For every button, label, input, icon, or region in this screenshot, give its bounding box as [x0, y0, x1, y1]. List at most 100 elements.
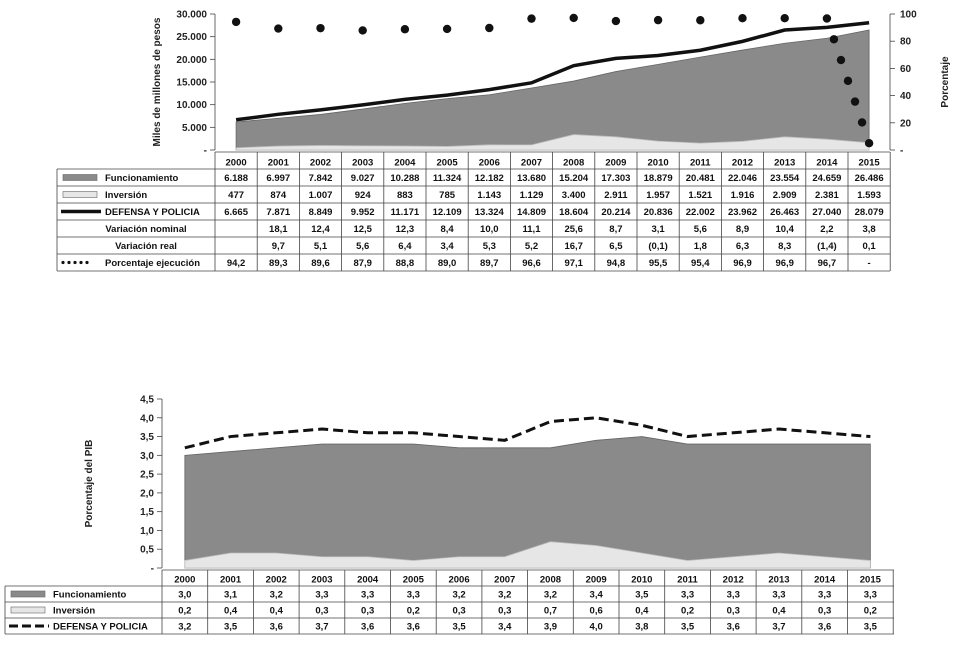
point-porcentaje-ejecucion [864, 139, 874, 148]
data-label: 3,9 [544, 622, 557, 633]
x-tick-label: 2005 [403, 575, 425, 586]
data-label: 3,3 [727, 590, 740, 601]
x-tick-label: 2015 [860, 575, 882, 586]
point-porcentaje-ejecucion [738, 14, 747, 23]
data-label: 13.324 [475, 207, 505, 218]
data-label: 3,1 [224, 590, 238, 601]
data-label: 18.879 [644, 173, 673, 184]
data-label: 5,3 [483, 241, 496, 252]
data-label: 3,3 [772, 590, 785, 601]
data-label: 0,3 [315, 606, 328, 617]
y-tick-label: 20.000 [176, 55, 207, 66]
x-tick-label: 2006 [479, 158, 500, 169]
data-label: 12,3 [396, 224, 415, 235]
data-label: 8,9 [736, 224, 749, 235]
data-label: 94,2 [227, 258, 246, 269]
y2-tick-label: 100 [900, 10, 917, 21]
point-porcentaje-ejecucion [400, 25, 410, 34]
data-label: 0,3 [361, 606, 374, 617]
point-porcentaje-ejecucion [696, 16, 705, 25]
x-tick-label: 2002 [266, 575, 287, 586]
data-label: 23.554 [770, 173, 800, 184]
point-porcentaje-ejecucion [611, 16, 621, 26]
legend-key-inversion [62, 191, 98, 198]
legend-label: Variación real [115, 241, 177, 252]
legend-label: DEFENSA Y POLICIA [53, 622, 148, 633]
data-label: 95,5 [649, 258, 668, 269]
data-label: 3,6 [818, 622, 831, 633]
data-label: 88,8 [396, 258, 415, 269]
x-tick-label: 2008 [563, 158, 584, 169]
data-label: 20.836 [644, 207, 673, 218]
data-label: 3,6 [361, 622, 374, 633]
data-label: 8.849 [309, 207, 333, 218]
data-label: 95,4 [691, 258, 710, 269]
point-porcentaje-ejecucion-drop [843, 76, 853, 86]
point-porcentaje-ejecucion [358, 26, 367, 35]
y-tick-label: 2,0 [140, 488, 154, 499]
x-tick-label: 2013 [774, 158, 795, 169]
x-tick-label: 2002 [310, 158, 331, 169]
legend-key-dot [61, 260, 65, 265]
data-label: 18.604 [559, 207, 589, 218]
x-tick-label: 2003 [311, 575, 332, 586]
x-tick-label: 2006 [448, 575, 469, 586]
legend-label: DEFENSA Y POLICIA [105, 207, 200, 218]
point-porcentaje-ejecucion-drop [836, 55, 846, 65]
data-label: 3,2 [270, 590, 283, 601]
point-porcentaje-ejecucion [442, 24, 452, 34]
legend-label: Funcionamiento [105, 173, 179, 184]
data-label: 97,1 [564, 258, 583, 269]
data-label: 89,0 [438, 258, 457, 269]
data-label: 3,1 [651, 224, 665, 235]
x-tick-label: 2004 [357, 575, 379, 586]
data-label: 1.593 [857, 190, 881, 201]
x-tick-label: 2014 [816, 158, 838, 169]
data-label: 6.997 [266, 173, 290, 184]
data-label: - [868, 258, 871, 269]
data-label: 2.381 [815, 190, 839, 201]
data-label: 0,1 [862, 241, 876, 252]
data-label: 3,6 [270, 622, 283, 633]
data-label: 3,2 [498, 590, 511, 601]
data-label: 12,5 [353, 224, 372, 235]
data-label: 9.027 [351, 173, 375, 184]
legend-label: Porcentaje ejecución [105, 258, 200, 269]
data-label: 0,3 [452, 606, 465, 617]
data-label: 3,2 [452, 590, 465, 601]
data-label: 14.809 [517, 207, 546, 218]
data-label: 8,7 [609, 224, 622, 235]
line-defensa-y-policia [235, 20, 870, 122]
y-tick-label: 0,5 [140, 545, 154, 556]
y2-tick-label: 40 [900, 91, 912, 102]
data-label: 20.481 [686, 173, 716, 184]
data-label: 15.204 [559, 173, 589, 184]
data-label: 3,8 [635, 622, 648, 633]
point-porcentaje-ejecucion [274, 24, 283, 33]
x-tick-label: 2009 [605, 158, 626, 169]
data-label: 5,2 [525, 241, 538, 252]
y2-axis-label: Porcentaje [940, 56, 951, 108]
data-label: 96,6 [522, 258, 541, 269]
point-porcentaje-ejecucion [316, 23, 325, 33]
x-tick-label: 2007 [521, 158, 542, 169]
data-label: 20.214 [601, 207, 631, 218]
x-tick-label: 2007 [494, 575, 515, 586]
x-tick-label: 2001 [268, 158, 290, 169]
x-tick-label: 2000 [174, 575, 195, 586]
data-label: 0,2 [681, 606, 694, 617]
point-porcentaje-ejecucion [527, 14, 536, 23]
data-label: 3,7 [315, 622, 328, 633]
data-label: 94,8 [607, 258, 626, 269]
data-label: 0,6 [590, 606, 603, 617]
point-porcentaje-ejecucion [485, 23, 494, 33]
data-label: 874 [270, 190, 287, 201]
data-label: 1.143 [477, 190, 501, 201]
data-label: 89,3 [269, 258, 288, 269]
y-tick-label: 4,5 [140, 395, 154, 406]
data-label: 3,3 [818, 590, 831, 601]
data-label: 89,7 [480, 258, 499, 269]
area-funcionamiento [235, 29, 870, 151]
y2-tick-label: 80 [900, 37, 912, 48]
y-axis-label: Porcentaje del PIB [84, 440, 95, 528]
